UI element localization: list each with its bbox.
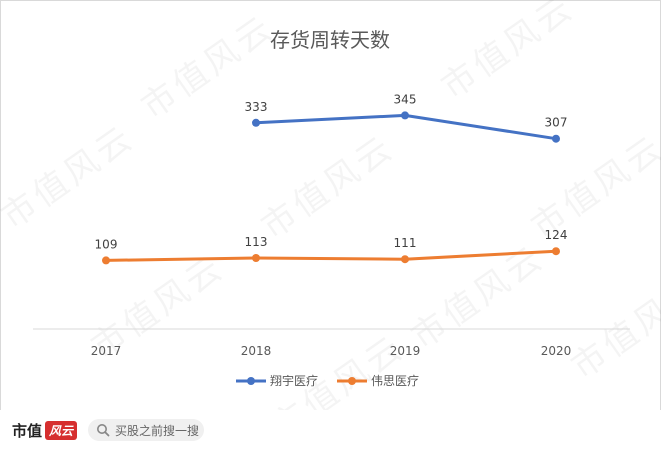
data-label: 307 (545, 116, 568, 130)
data-point (401, 255, 409, 264)
legend-item: 翔宇医疗 (236, 374, 318, 388)
brand-badge: 风云 (45, 420, 78, 440)
search-box[interactable]: 买股之前搜一搜 (88, 419, 204, 441)
chart-frame (0, 0, 661, 411)
data-point (252, 254, 260, 262)
legend: 翔宇医疗 伟思医疗 (236, 374, 419, 388)
chart-title: 存货周转天数 (270, 28, 390, 52)
data-point (552, 134, 560, 143)
brand-name: 市值 (12, 421, 43, 440)
data-label: 111 (394, 236, 417, 250)
search-placeholder: 买股之前搜一搜 (115, 423, 200, 438)
data-point (552, 247, 560, 256)
x-tick-label: 2020 (541, 344, 572, 358)
brand-logo: 市值 风云 (12, 418, 78, 442)
data-label: 109 (95, 237, 118, 251)
data-label: 333 (245, 100, 268, 114)
search-icon (97, 424, 110, 437)
x-tick-label: 2019 (390, 344, 421, 358)
x-tick-labels: 2017 2018 2019 2020 (91, 344, 572, 358)
data-point (401, 111, 409, 120)
data-label: 345 (394, 92, 417, 106)
legend-label: 伟思医疗 (371, 374, 419, 388)
legend-swatch-marker (247, 377, 255, 385)
data-label: 113 (245, 235, 268, 249)
data-point (252, 118, 260, 127)
series-layer: 333 345 307 109 113 111 124 (95, 92, 568, 265)
data-point (102, 256, 110, 265)
series-1: 333 345 307 (245, 92, 568, 143)
series-line (104, 249, 558, 262)
data-label: 124 (545, 228, 568, 242)
footer-bar: 市值 风云 买股之前搜一搜 (0, 410, 661, 450)
legend-item: 伟思医疗 (337, 374, 419, 388)
x-tick-label: 2017 (91, 344, 122, 358)
series-2: 109 113 111 124 (95, 228, 568, 265)
legend-label: 翔宇医疗 (270, 374, 318, 388)
legend-swatch-marker (348, 377, 356, 385)
x-tick-label: 2018 (241, 344, 272, 358)
